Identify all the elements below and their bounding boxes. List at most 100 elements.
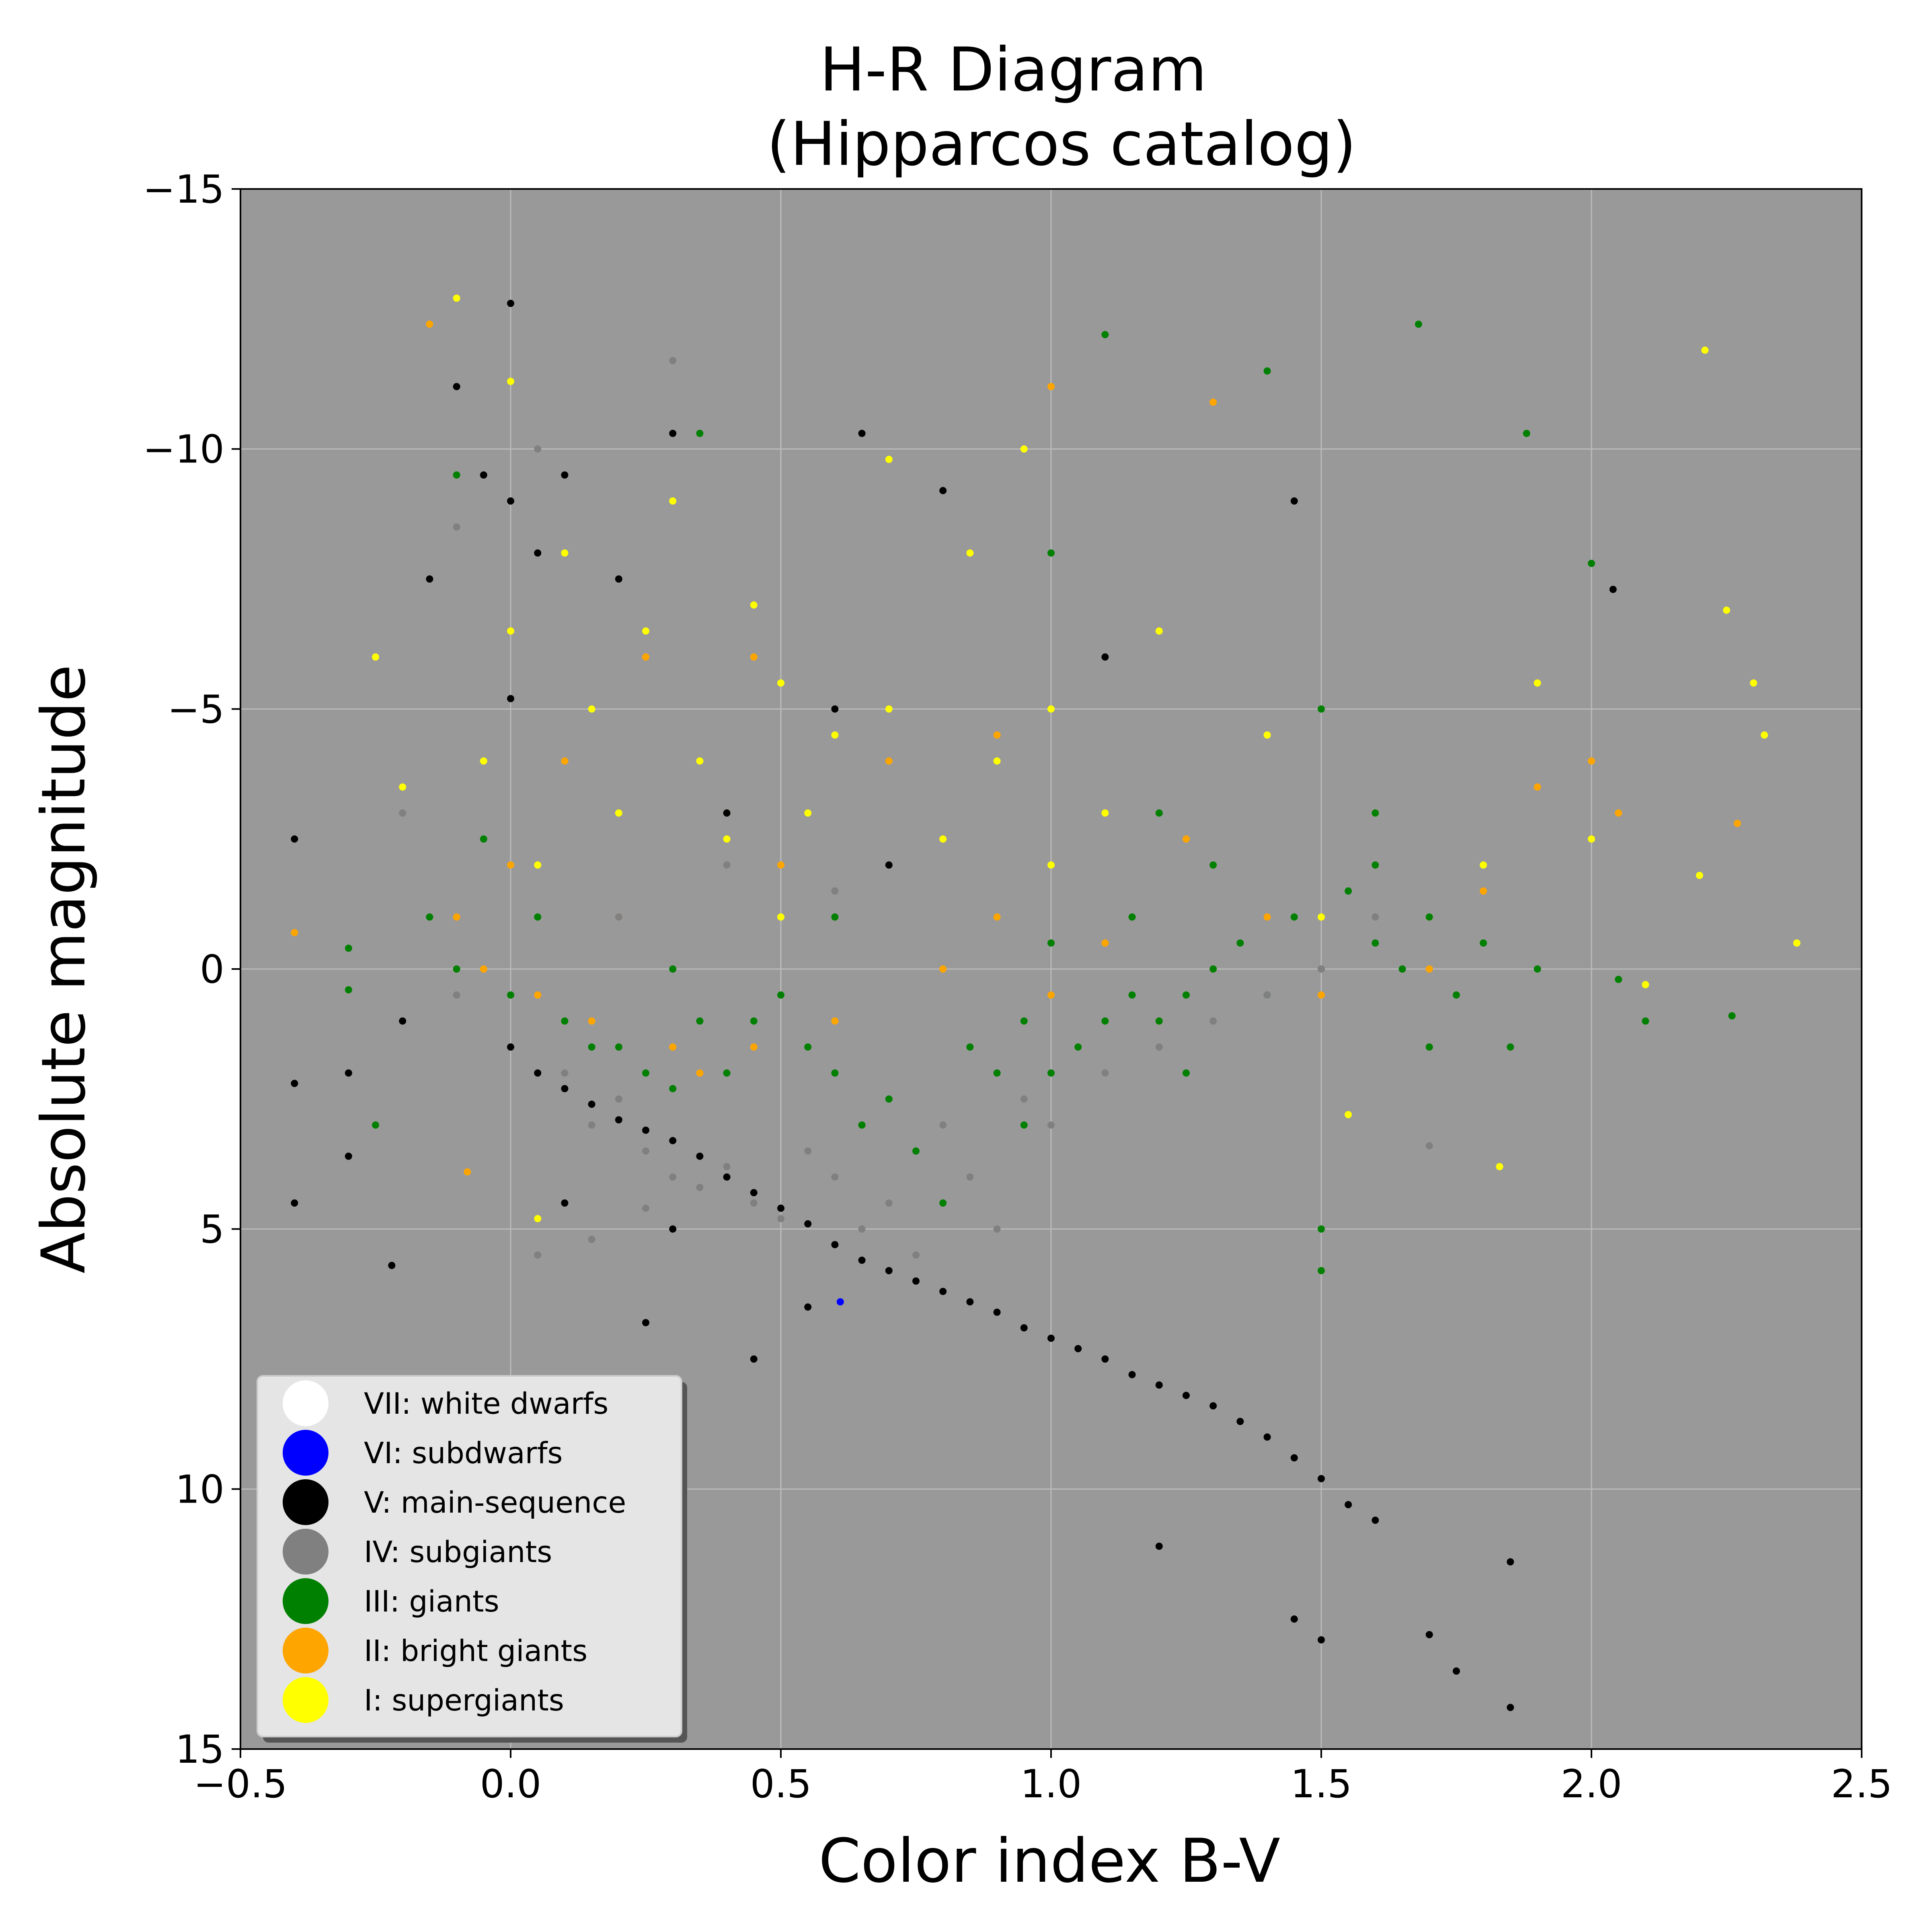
y-tick-label: 5 [200,1207,224,1252]
data-point [426,575,433,583]
data-point [1183,991,1190,999]
data-point [388,1262,396,1269]
data-point [1588,835,1595,843]
data-point [1496,1163,1503,1170]
data-point [723,835,731,843]
data-point [669,1137,677,1144]
data-point [453,383,460,390]
data-point [750,653,758,661]
data-point [1047,1121,1055,1129]
data-point [534,549,542,557]
data-point [1183,1392,1190,1399]
data-point [1128,991,1136,999]
data-point [1047,1335,1055,1342]
data-point [1155,1043,1163,1051]
data-point [696,1017,704,1025]
data-point [426,320,433,328]
data-point [696,757,704,765]
data-point [507,497,514,505]
data-point [1372,939,1379,947]
data-point [1290,1454,1298,1462]
series-points [345,320,1736,1275]
data-point [588,1236,595,1243]
data-point [1588,757,1595,765]
data-point [1263,367,1271,375]
legend-marker [283,1430,329,1476]
data-point [1263,913,1271,921]
data-point [642,1319,649,1326]
data-point [1209,965,1217,973]
data-point [561,549,569,557]
data-point [1696,872,1703,879]
data-point [1209,1402,1217,1410]
data-point [1047,383,1055,390]
data-point [1290,497,1298,505]
data-point [696,1069,704,1077]
data-point [831,1017,839,1025]
data-point [939,1287,947,1295]
series-points [836,1298,844,1306]
data-point [750,1355,758,1363]
data-point [1507,1558,1514,1566]
data-point [1453,991,1460,999]
data-point [993,1225,1001,1233]
data-point [1615,975,1622,983]
data-point [858,1121,866,1129]
data-point [588,1017,595,1025]
data-point [1047,991,1055,999]
data-point [399,783,407,791]
data-point [1155,627,1163,635]
data-point [534,1215,542,1222]
data-point [939,487,947,495]
data-point [464,1168,471,1176]
data-point [1507,1043,1514,1051]
data-point [588,705,595,713]
data-point [804,809,812,817]
data-point [836,1298,844,1306]
data-point [750,1189,758,1197]
data-point [804,1220,812,1228]
data-point [642,1147,649,1155]
data-point [1101,331,1109,339]
data-point [966,1173,974,1181]
x-tick-label: −0.5 [193,1762,287,1807]
data-point [912,1251,920,1259]
data-point [507,627,514,635]
data-point [939,1121,947,1129]
x-tick-label: 0.0 [480,1762,542,1807]
data-point [1425,965,1433,973]
data-point [885,861,893,869]
data-point [480,757,487,765]
data-point [561,471,569,479]
data-point [696,1152,704,1160]
data-point [615,913,622,921]
legend-label: II: bright giants [364,1634,587,1668]
data-point [1183,835,1190,843]
data-point [858,1225,866,1233]
data-point [1236,939,1244,947]
data-point [291,929,298,936]
data-point [1074,1345,1082,1353]
data-point [453,294,460,302]
data-point [1020,1324,1028,1332]
data-point [345,1069,352,1077]
data-point [1128,1371,1136,1378]
data-point [669,497,677,505]
data-point [885,1095,893,1103]
data-point [993,757,1001,765]
data-point [1074,1043,1082,1051]
data-point [750,1017,758,1025]
x-tick-label: 1.5 [1291,1762,1352,1807]
data-point [1318,965,1325,973]
data-point [831,1173,839,1181]
data-point [777,679,784,687]
data-point [1642,981,1649,988]
data-point [723,809,731,817]
data-point [534,445,542,453]
data-point [1728,1012,1736,1020]
data-point [561,1199,569,1207]
x-tick-label: 2.0 [1561,1762,1622,1807]
data-point [291,835,298,843]
y-tick-label: −15 [143,167,224,212]
